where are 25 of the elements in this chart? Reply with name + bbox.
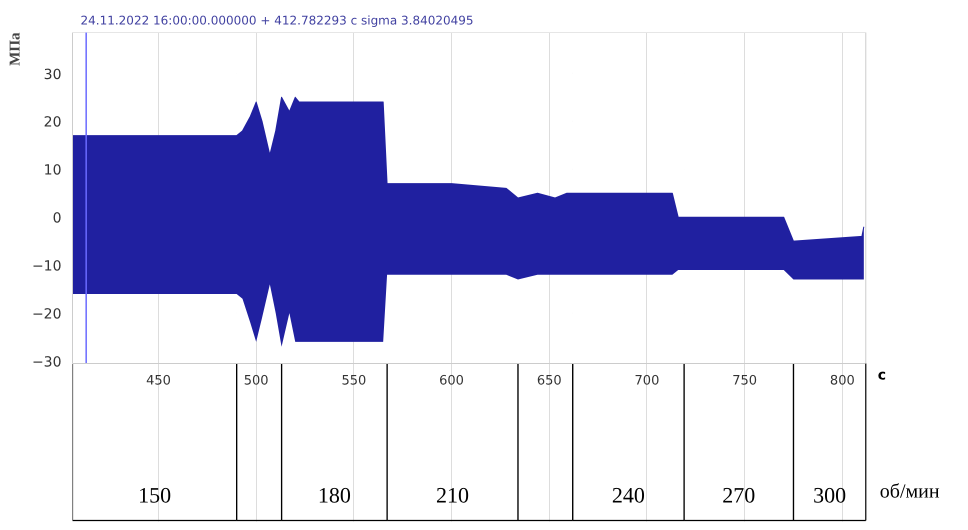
y-axis-title: МПа: [8, 32, 24, 66]
x-tick-label: 500: [244, 374, 269, 388]
x-tick-label: 600: [439, 374, 464, 388]
y-tick-label: −20: [32, 306, 62, 323]
band-label: 150: [138, 482, 172, 508]
y-tick-label: 30: [44, 66, 62, 83]
y-tick-label: 10: [44, 162, 62, 179]
y-tick-label: 0: [52, 210, 62, 227]
text: об/мин: [880, 480, 940, 503]
band-label: 210: [436, 482, 470, 508]
x-tick-label: 800: [830, 374, 855, 388]
band-label: 270: [722, 482, 756, 508]
band-label: 240: [612, 482, 645, 508]
x-tick-label: 700: [634, 374, 660, 388]
x-tick-label: 650: [536, 374, 562, 388]
x-tick-label: 450: [146, 374, 171, 388]
x-tick-label: 750: [732, 374, 758, 388]
band-label: 180: [318, 482, 351, 508]
y-tick-label: 20: [44, 114, 62, 131]
x-axis-title: с: [878, 368, 886, 384]
band-label: 300: [813, 482, 846, 508]
chart-title: 24.11.2022 16:00:00.000000 + 412.782293 с sigma 3.84020495: [80, 14, 474, 28]
y-tick-label: −10: [32, 258, 62, 275]
y-tick-label: −30: [32, 354, 62, 371]
x-tick-label: 550: [341, 374, 366, 388]
